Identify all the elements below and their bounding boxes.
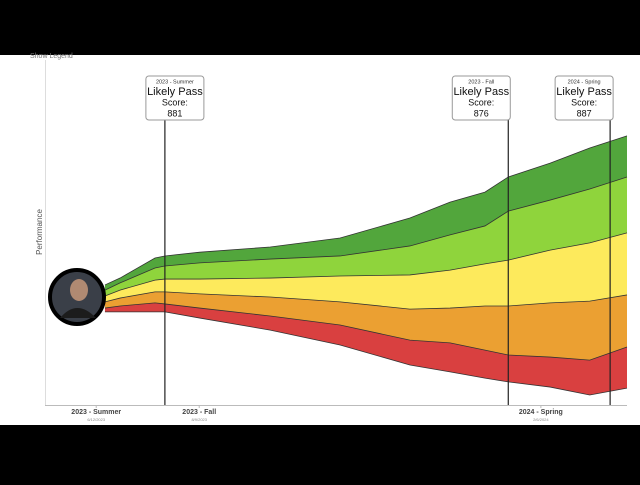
band-area: [104, 232, 628, 310]
band-area: [104, 135, 628, 291]
callout-term: 2024 - Spring: [568, 79, 601, 85]
avatar-face: [70, 279, 88, 301]
avatar-body: [60, 308, 96, 318]
marker-callout: [451, 75, 511, 121]
x-tick-date: 8/9/2023: [191, 417, 207, 422]
x-tick-date: 6/12/2023: [87, 417, 106, 422]
marker-callout: [145, 75, 205, 121]
webcam-overlay: [48, 268, 106, 326]
band-boundary: [104, 302, 628, 361]
callout-score: 876: [474, 108, 489, 118]
band-boundary: [104, 291, 628, 310]
plot: [104, 135, 628, 396]
callout-score-label: Score:: [571, 97, 597, 107]
band-area: [104, 176, 628, 296]
callout-term: 2023 - Summer: [156, 79, 194, 85]
marker-callout: [554, 75, 614, 121]
band-boundary: [104, 135, 628, 286]
band-area: [104, 291, 628, 361]
x-tick-label: 2023 - Fall: [182, 409, 216, 416]
y-axis-label: Performance: [35, 209, 44, 255]
callout-score-label: Score:: [468, 97, 494, 107]
band-boundary: [104, 176, 628, 291]
callout-score: 887: [577, 108, 592, 118]
x-tick-label: 2023 - Summer: [71, 409, 121, 416]
callout-score-label: Score:: [162, 97, 188, 107]
callout-term: 2023 - Fall: [468, 79, 494, 85]
callout-status: Likely Pass: [556, 86, 612, 98]
callout-score: 881: [167, 108, 182, 118]
callout-status: Likely Pass: [147, 86, 203, 98]
x-tick-date: 2/6/2024: [533, 417, 549, 422]
band-boundary: [104, 232, 628, 297]
band-area: [104, 302, 628, 395]
callout-status: Likely Pass: [453, 86, 509, 98]
x-tick-label: 2024 - Spring: [519, 409, 563, 416]
band-boundary: [104, 311, 628, 396]
legend-toggle[interactable]: Show Legend: [30, 53, 73, 60]
